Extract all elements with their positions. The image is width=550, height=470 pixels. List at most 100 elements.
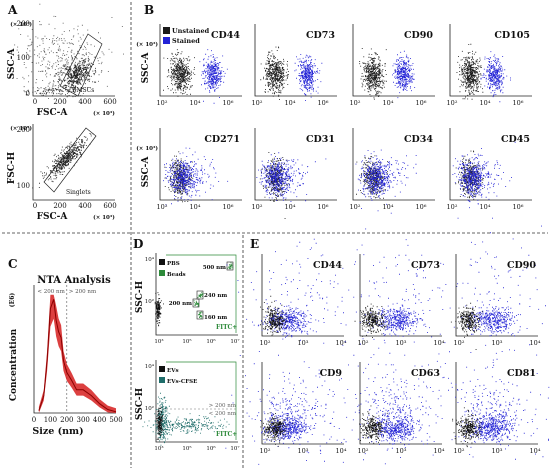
y-tick-label: 10² <box>145 405 154 412</box>
scatter-events <box>260 412 289 445</box>
x-tick-label: 400 <box>78 98 91 106</box>
x-tick-label: 10⁴ <box>285 99 296 107</box>
bead-gate <box>226 261 234 271</box>
x-tick-label: 10⁴ <box>434 447 445 455</box>
nta-mean-line <box>38 299 117 413</box>
x-tick-label: 10³ <box>492 339 503 347</box>
panel-a-top-plot: BMSCs 0 100 200 0 200 400 600 SSC-A (× 10³) FSC-A (… <box>7 3 124 118</box>
scatter-events <box>367 409 423 449</box>
bead-gate <box>196 310 204 320</box>
scatter-events <box>142 413 230 438</box>
x-tick-label: 0 <box>33 202 37 210</box>
x-tick-label: 10⁷ <box>230 445 240 452</box>
x-tick-label: 10³ <box>298 447 309 455</box>
x-tick-label: 10⁴ <box>530 447 541 455</box>
legend-swatch-unstained <box>163 27 170 34</box>
scatter-events <box>480 51 511 103</box>
panel-b-plot-cd90: CD90 10² 10⁴ 10⁶ <box>350 24 435 107</box>
x-tick-label: 10² <box>252 99 263 107</box>
plot-axes <box>352 128 435 201</box>
x-tick-label: 10⁴ <box>190 99 201 107</box>
y-axis-label: FSC-H <box>7 151 17 184</box>
legend-label: EVs <box>167 368 179 374</box>
y-tick-label: 0 <box>26 90 30 98</box>
x-tick-label: 600 <box>103 202 116 210</box>
x-tick-label: 10² <box>350 203 361 211</box>
fitc-label: FITC+ <box>216 324 237 331</box>
marker-label: CD45 <box>501 134 530 145</box>
gate-bmscs <box>59 33 103 97</box>
x-tick-label: 10³ <box>154 445 163 452</box>
x-tick-label: 10⁴ <box>190 203 201 211</box>
panel-d-bottom-plot: FITC+ > 200 nm < 200 nm EVs EVs-CFSE 10⁴ 10² 10… <box>135 360 240 452</box>
marker-label: CD63 <box>411 368 440 379</box>
x-tick-label: 0 <box>32 416 36 424</box>
scatter-events <box>154 292 164 327</box>
x-axis-label: FSC-A <box>37 108 69 118</box>
x-tick-label: 10⁶ <box>206 445 216 452</box>
legend-label: PBS <box>167 261 180 267</box>
panel-b-legend: Unstained Stained <box>163 27 210 45</box>
scatter-events <box>457 381 525 458</box>
scatter-events <box>226 200 367 376</box>
bead-size-label: 240 nm <box>204 293 227 299</box>
panel-b-plot-cd31: CD31 10² 10⁴ 10⁶ <box>252 128 337 219</box>
panel-e-plot-cd63: CD63 10² 10³ 10⁴ <box>312 318 480 465</box>
marker-label: CD90 <box>404 30 433 41</box>
x-axis-unit: (× 10³) <box>93 110 115 117</box>
x-tick-label: 10² <box>260 339 271 347</box>
plot-axes <box>359 254 442 337</box>
x-tick-label: 10² <box>454 339 465 347</box>
scatter-events <box>257 303 325 341</box>
y-axis-unit: (× 10³) <box>136 145 158 152</box>
x-tick-label: 10⁴ <box>285 203 296 211</box>
size-label-lt: < 200 nm <box>209 411 237 417</box>
y-tick-label: 10⁴ <box>145 256 155 263</box>
region-label-left: < 200 nm <box>37 289 65 295</box>
x-tick-label: 10² <box>252 203 263 211</box>
scatter-events <box>11 3 124 99</box>
scatter-events <box>455 307 483 333</box>
scatter-events <box>464 304 518 337</box>
gate-label: BMSCs <box>72 87 94 94</box>
plot-axes <box>449 128 532 201</box>
legend-swatch <box>159 366 165 372</box>
scatter-events <box>355 150 399 212</box>
plot-axes <box>159 24 242 97</box>
panel-b-plot-cd271: CD271 10² 10⁴ 10⁶ SSC-A (× 10³) <box>136 128 242 211</box>
size-label-gt: > 200 nm <box>209 403 237 409</box>
x-tick-label: 10³ <box>396 447 407 455</box>
scatter-events <box>52 49 103 98</box>
scatter-events <box>156 406 164 440</box>
plot-axes <box>32 124 115 201</box>
marker-label: CD9 <box>320 368 343 379</box>
legend-swatch <box>159 270 165 276</box>
scatter-events <box>163 152 206 206</box>
region-label-right: > 200 nm <box>69 289 97 295</box>
panel-b-plot-cd45: CD45 10² 10⁴ 10⁶ <box>447 128 532 211</box>
x-tick-label: 0 <box>33 98 37 106</box>
y-tick-label: 200 <box>17 126 30 134</box>
scatter-events <box>264 308 295 333</box>
x-tick-label: 10⁴ <box>530 339 541 347</box>
x-tick-label: 10⁴ <box>480 99 491 107</box>
scatter-events <box>197 291 204 298</box>
panel-e: E CD44 10² 10³ 10⁴ CD73 10² 10³ 10⁴ CD90 10² 10³ 10⁴… <box>225 200 550 465</box>
x-tick-label: 10⁴ <box>434 339 445 347</box>
scatter-events <box>260 46 289 100</box>
scatter-events <box>23 83 88 98</box>
x-tick-label: 10⁴ <box>480 203 491 211</box>
y-axis-label: SSC-A <box>141 52 151 84</box>
plot-axes <box>359 362 442 445</box>
marker-label: CD81 <box>507 368 536 379</box>
scatter-events <box>359 48 396 100</box>
scatter-events <box>362 306 389 337</box>
marker-label: CD271 <box>204 134 240 145</box>
marker-label: CD73 <box>306 30 335 41</box>
scatter-events <box>198 311 203 319</box>
scatter-events <box>32 133 94 189</box>
x-tick-label: 10³ <box>154 338 163 345</box>
plot-axes <box>261 362 344 445</box>
y-axis-unit: (× 10³) <box>10 21 32 28</box>
